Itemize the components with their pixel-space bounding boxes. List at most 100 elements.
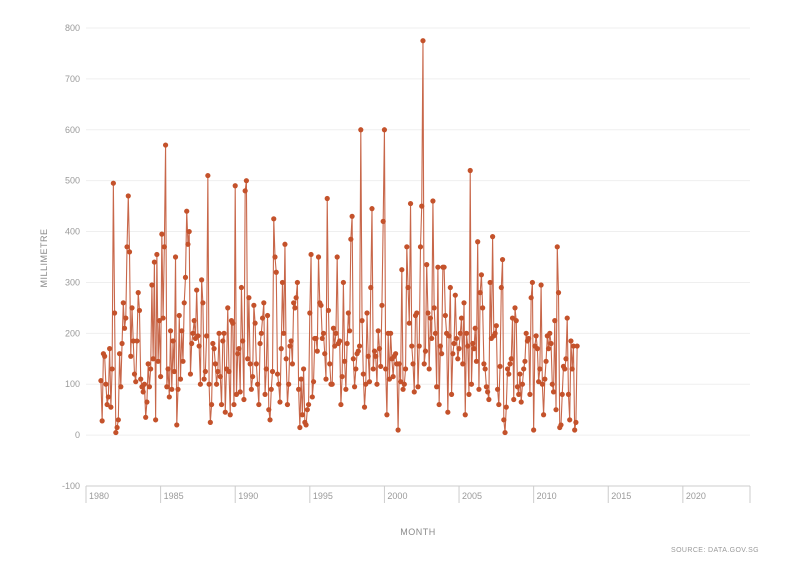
y-tick-label: 400 [65,227,80,237]
data-point [463,330,470,336]
data-point [206,381,212,387]
data-point [572,427,578,433]
data-point [186,228,192,235]
data-point [368,284,374,291]
data-point [497,363,503,370]
data-point [108,404,114,410]
series-group [98,38,580,436]
data-point [301,366,307,372]
data-point [345,310,351,316]
data-point [401,381,407,387]
data-point [485,389,491,395]
data-point [350,356,356,362]
data-point [282,241,288,247]
data-point [190,330,196,336]
data-point [204,333,210,339]
data-point [272,254,278,260]
data-point [196,343,202,349]
data-point [526,335,532,342]
data-point [359,318,365,324]
data-point [457,330,463,336]
data-point [574,343,580,349]
data-point [263,366,269,372]
data-point [538,282,544,288]
data-point [529,279,536,286]
data-point [103,381,109,387]
x-tick-label: 2005 [462,491,482,501]
data-point [227,412,233,418]
data-point [558,422,564,428]
data-point [266,407,272,413]
data-point [288,338,294,344]
data-point [366,379,373,385]
data-point [284,401,291,408]
data-point [220,338,226,344]
data-point [338,401,344,408]
data-point [498,284,504,291]
data-point [118,384,124,390]
data-point [278,346,284,352]
data-point [110,180,116,186]
data-point [437,343,443,349]
data-point [161,244,167,250]
data-point [330,325,337,331]
data-point [473,358,480,364]
data-point [187,371,194,377]
data-point [144,399,150,405]
data-point [109,366,115,372]
data-point [509,315,516,321]
data-point [426,366,432,372]
data-point [315,254,322,260]
data-point [235,351,241,357]
data-point [568,338,574,344]
data-point [492,330,498,336]
data-point [211,346,217,352]
data-point [522,358,528,364]
data-point [208,401,215,408]
data-point [462,412,468,418]
data-point [348,236,354,242]
data-point [361,404,368,410]
data-point [360,371,366,377]
data-point [553,407,559,413]
data-point [447,284,453,291]
data-point [514,384,521,390]
data-point [407,200,414,207]
data-point [405,284,411,291]
data-point [410,361,416,367]
data-point [475,239,481,245]
data-point [154,251,160,258]
data-point [165,366,171,372]
data-point [247,361,253,367]
data-point [135,290,141,296]
data-point [274,371,281,377]
x-tick-label: 2015 [611,491,631,501]
x-tick-label: 1980 [89,491,109,501]
data-point [149,282,155,288]
data-point [252,320,258,326]
data-point [516,391,522,397]
data-point [261,300,267,306]
data-point [521,366,527,372]
data-point [114,424,120,431]
data-point [105,394,111,400]
data-point [347,328,353,334]
data-point [421,361,427,367]
data-point [318,302,324,308]
data-point [466,391,472,397]
source-note: SOURCE: DATA.GOV.SG [671,547,759,554]
data-point [446,333,452,339]
data-point [148,366,154,372]
data-point [180,358,186,364]
data-point [439,351,445,357]
data-point [314,348,320,354]
data-point [159,231,165,237]
data-point [494,386,501,392]
data-point [458,315,465,321]
data-point [146,384,153,390]
data-point [307,310,313,316]
data-point [396,361,402,367]
data-point [230,320,236,326]
data-point [313,335,319,342]
data-point [468,381,475,387]
